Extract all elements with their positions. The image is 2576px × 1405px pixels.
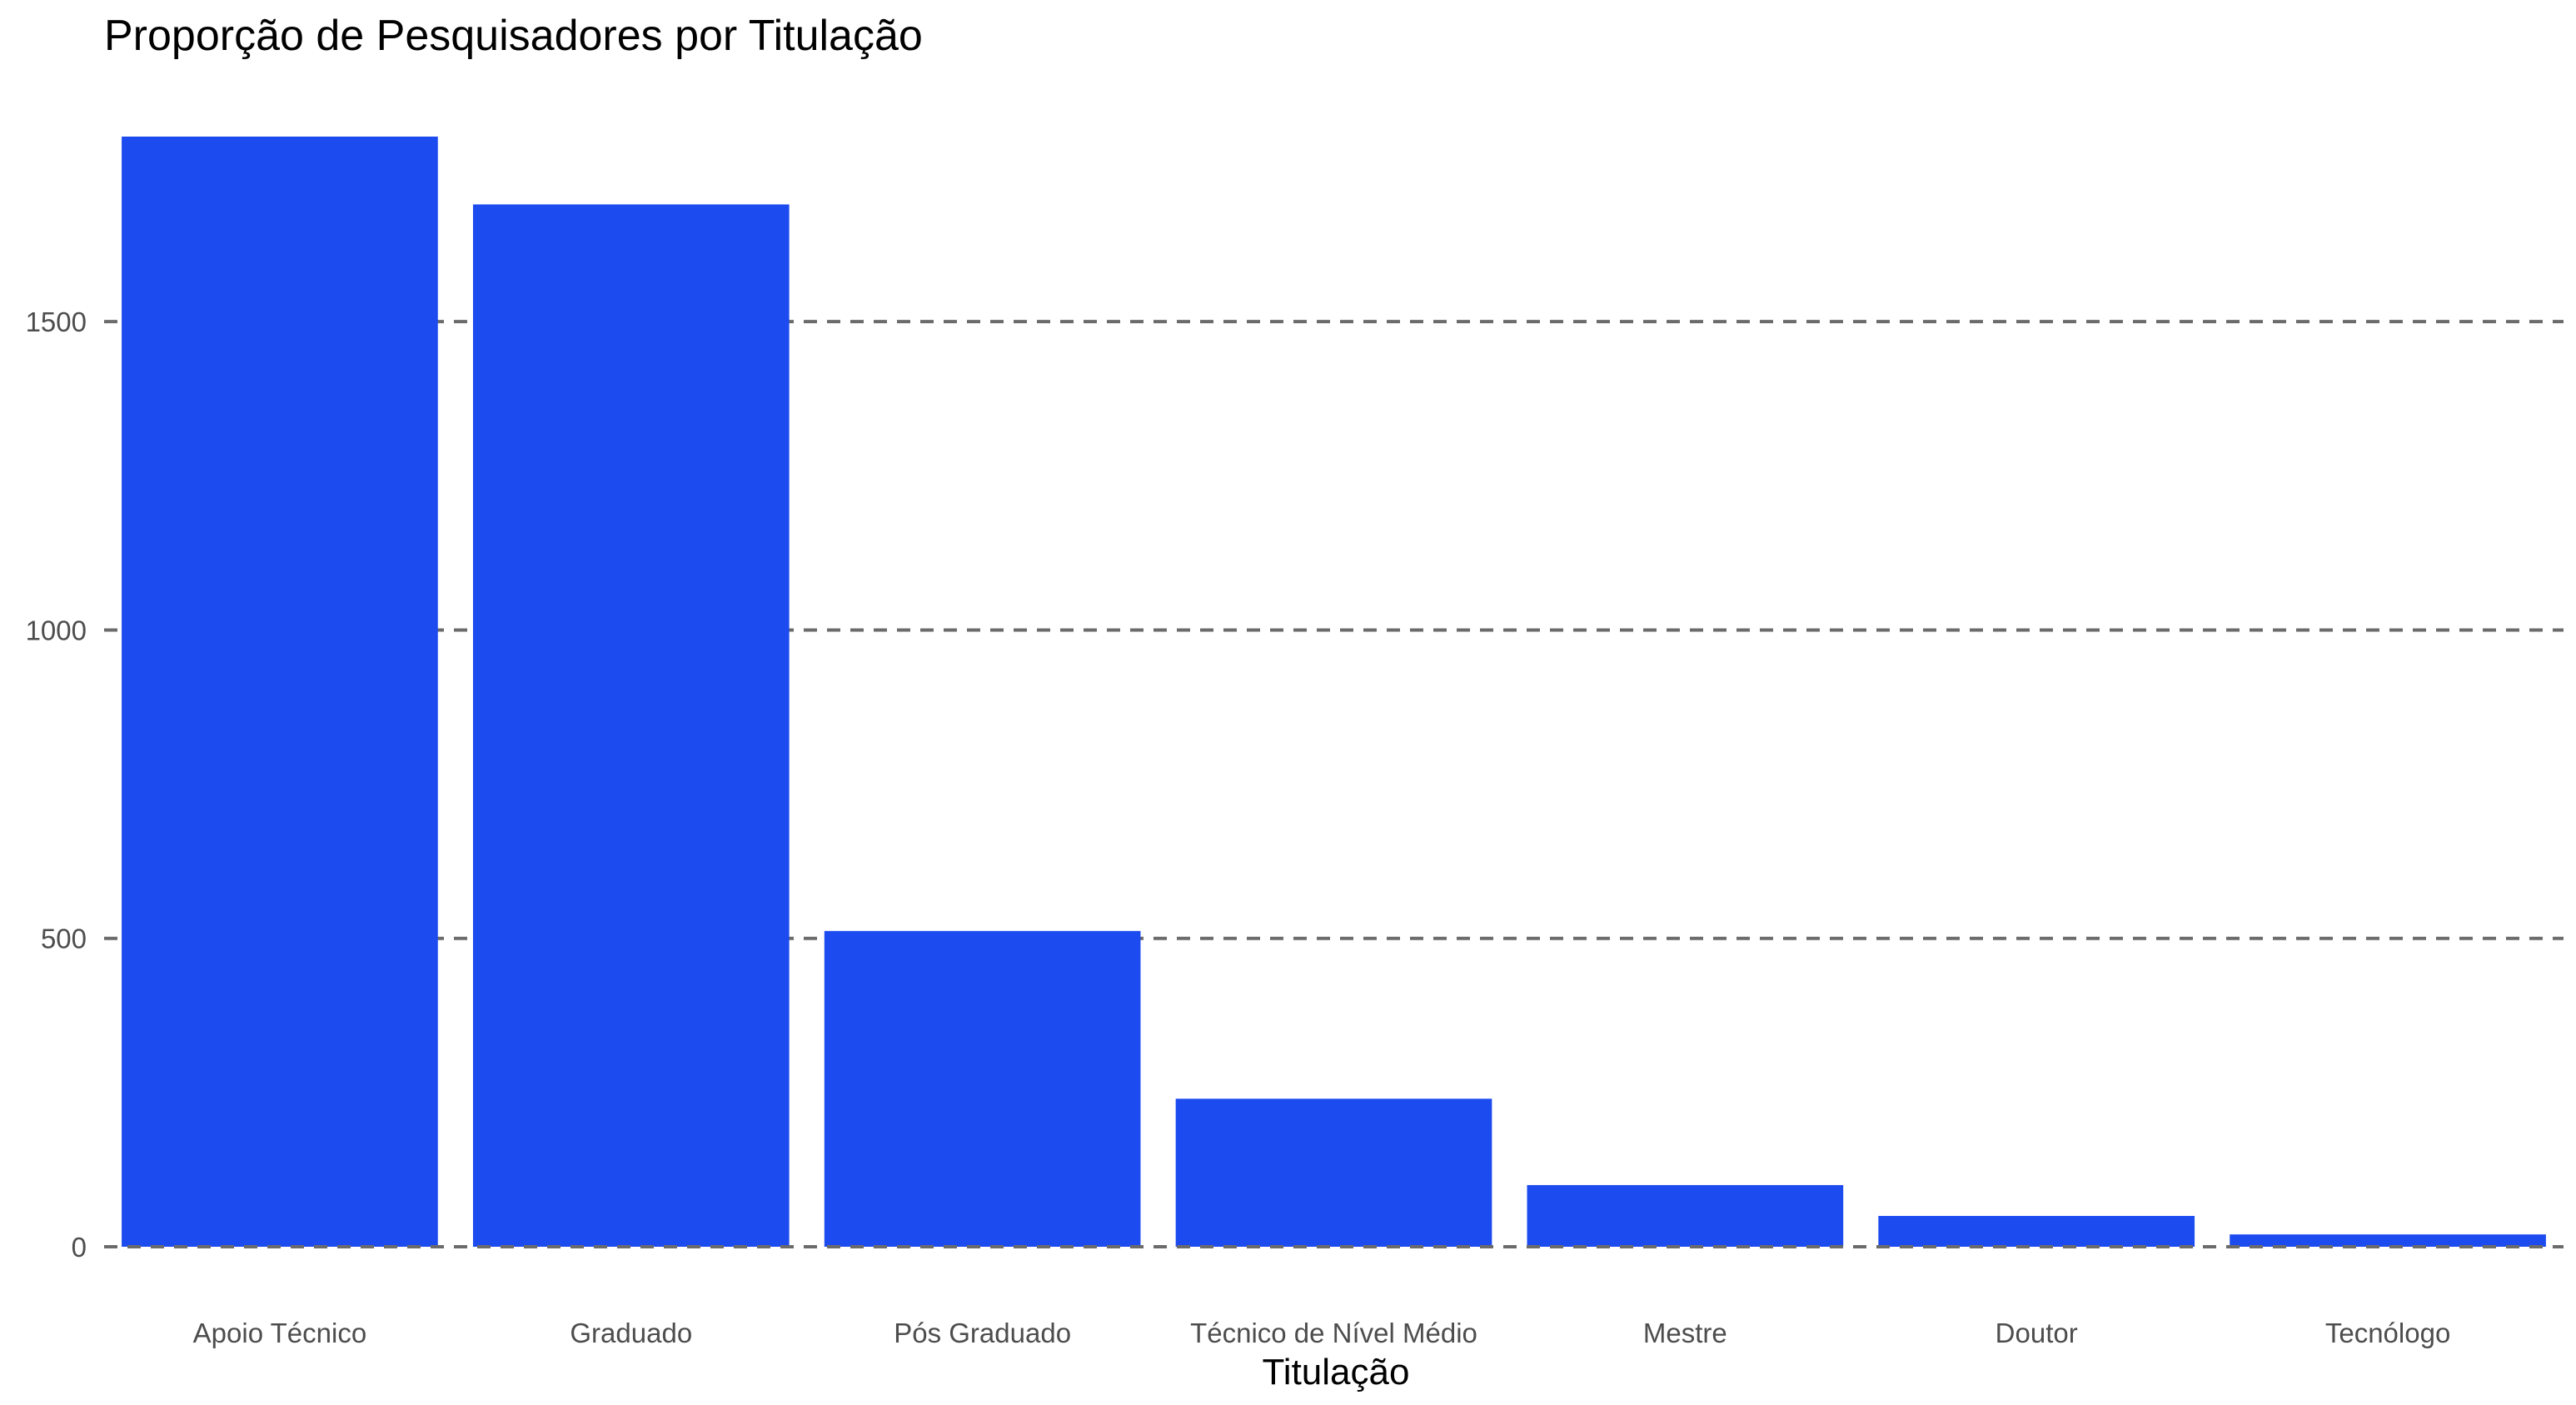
x-tick-label: Apoio Técnico	[193, 1318, 367, 1348]
bar-mestre	[1527, 1184, 1844, 1247]
y-tick-label: 0	[72, 1232, 87, 1263]
x-axis-ticks: Apoio Técnico Graduado Pós Graduado Técnico…	[193, 1318, 2451, 1348]
y-tick-label: 500	[41, 924, 87, 954]
bar-técnico-de-nível-médio	[1175, 1099, 1492, 1247]
x-tick-label: Tecnólogo	[2325, 1318, 2450, 1348]
x-axis-title: Titulação	[1263, 1352, 1410, 1393]
x-tick-label: Doutor	[1996, 1318, 2078, 1348]
bar-tecnólogo	[2230, 1234, 2546, 1247]
bar-apoio-técnico	[122, 137, 438, 1247]
x-tick-label: Técnico de Nível Médio	[1190, 1318, 1477, 1348]
y-tick-label: 1000	[26, 615, 87, 645]
bar-pós-graduado	[824, 930, 1141, 1247]
y-tick-label: 1500	[26, 306, 87, 337]
bar-doutor	[1878, 1215, 2195, 1247]
x-tick-label: Graduado	[570, 1318, 692, 1348]
chart-title: Proporção de Pesquisadores por Titulação	[104, 12, 923, 60]
x-tick-label: Mestre	[1643, 1318, 1727, 1348]
bars	[104, 137, 2564, 1248]
bar-graduado	[472, 204, 790, 1248]
x-tick-label: Pós Graduado	[894, 1318, 1071, 1348]
y-axis-ticks: 0 500 1000 1500	[26, 306, 87, 1263]
